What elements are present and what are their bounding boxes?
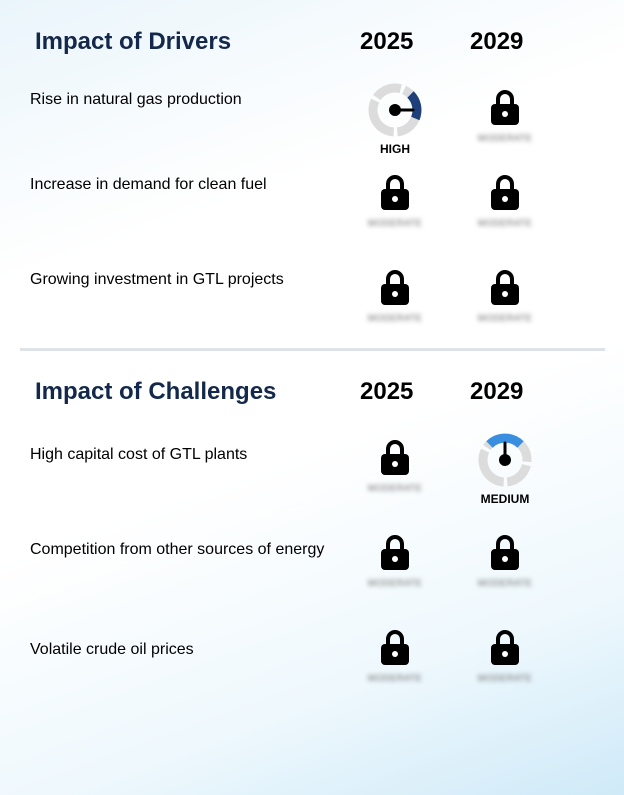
challenge-row-label: Volatile crude oil prices bbox=[30, 641, 194, 658]
locked-value: MODERATE bbox=[477, 313, 533, 323]
lock-icon bbox=[491, 175, 519, 210]
locked-value: MODERATE bbox=[477, 673, 533, 683]
challenges-title: Impact of Challenges bbox=[35, 378, 277, 405]
challenges-year-2025: 2025 bbox=[360, 378, 414, 405]
locked-value: MODERATE bbox=[367, 218, 423, 228]
gauge-medium-icon bbox=[478, 433, 532, 487]
drivers-year-2029: 2029 bbox=[470, 28, 524, 55]
locked-value: MODERATE bbox=[477, 218, 533, 228]
locked-value: MODERATE bbox=[367, 578, 423, 588]
lock-icon bbox=[381, 175, 409, 210]
locked-cell[interactable]: MODERATE bbox=[355, 533, 435, 603]
locked-cell[interactable]: MODERATE bbox=[465, 173, 545, 243]
locked-cell[interactable]: MODERATE bbox=[355, 628, 435, 698]
locked-cell[interactable]: MODERATE bbox=[355, 268, 435, 338]
section-divider bbox=[20, 348, 605, 351]
lock-icon bbox=[381, 535, 409, 570]
driver-row-label: Rise in natural gas production bbox=[30, 91, 242, 108]
gauge-level-label: MEDIUM bbox=[480, 492, 530, 506]
lock-icon bbox=[491, 90, 519, 125]
locked-value: MODERATE bbox=[477, 578, 533, 588]
locked-cell[interactable]: MODERATE bbox=[465, 268, 545, 338]
lock-icon bbox=[381, 270, 409, 305]
locked-cell[interactable]: MODERATE bbox=[465, 88, 545, 158]
challenges-year-2029: 2029 bbox=[470, 378, 524, 405]
challenge-impact-gauge: MEDIUM bbox=[465, 433, 545, 508]
lock-icon bbox=[491, 270, 519, 305]
locked-cell[interactable]: MODERATE bbox=[465, 628, 545, 698]
drivers-title: Impact of Drivers bbox=[35, 28, 232, 55]
locked-cell[interactable]: MODERATE bbox=[355, 173, 435, 243]
locked-value: MODERATE bbox=[477, 133, 533, 143]
challenges-section: Impact of Challenges 2025 2029 High capi… bbox=[0, 378, 624, 698]
locked-cell[interactable]: MODERATE bbox=[465, 533, 545, 603]
driver-row-label: Growing investment in GTL projects bbox=[30, 271, 284, 288]
drivers-year-2025: 2025 bbox=[360, 28, 414, 55]
drivers-section: Impact of Drivers 2025 2029 Rise in natu… bbox=[0, 28, 624, 338]
lock-icon bbox=[381, 440, 409, 475]
lock-icon bbox=[491, 535, 519, 570]
gauge-level-label: HIGH bbox=[380, 142, 410, 156]
driver-impact-gauge: HIGH bbox=[355, 83, 435, 158]
lock-icon bbox=[491, 630, 519, 665]
locked-value: MODERATE bbox=[367, 483, 423, 493]
locked-value: MODERATE bbox=[367, 673, 423, 683]
challenge-row-label: High capital cost of GTL plants bbox=[30, 446, 248, 463]
gauge-high-icon bbox=[368, 83, 422, 137]
driver-row-label: Increase in demand for clean fuel bbox=[30, 176, 267, 193]
lock-icon bbox=[381, 630, 409, 665]
locked-cell[interactable]: MODERATE bbox=[355, 438, 435, 508]
locked-value: MODERATE bbox=[367, 313, 423, 323]
challenge-row-label: Competition from other sources of energy bbox=[30, 541, 325, 558]
